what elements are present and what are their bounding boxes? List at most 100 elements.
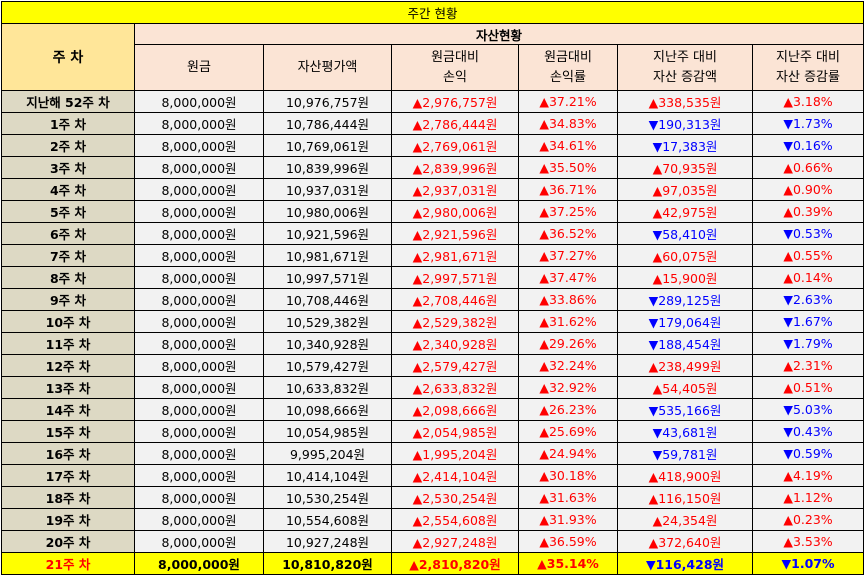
triangle-down-icon: ▼ — [652, 139, 663, 154]
pnl-cell: ▲2,810,820원 — [391, 552, 519, 575]
table-row: 9주 차 8,000,000원 10,708,446원 ▲2,708,446원 ▲33.… — [1, 288, 865, 311]
week-label: 21주 차 — [1, 552, 135, 575]
pnl-cell: ▲2,839,996원 — [391, 156, 519, 179]
pnl-rate-cell-value: 37.21% — [548, 94, 597, 109]
weekly-change-rate-cell-value: 1.07% — [791, 556, 835, 571]
table-row: 8주 차 8,000,000원 10,997,571원 ▲2,997,571원 ▲37.… — [1, 266, 865, 289]
weekly-change-cell-value: 289,125원 — [658, 293, 722, 308]
valuation-cell: 10,769,061원 — [263, 134, 392, 157]
table-row: 1주 차 8,000,000원 10,786,444원 ▲2,786,444원 ▲34.… — [1, 112, 865, 135]
triangle-up-icon: ▲ — [412, 227, 423, 242]
weekly-change-cell-value: 43,681원 — [662, 425, 718, 440]
pnl-rate-cell: ▲36.71% — [518, 178, 618, 201]
weekly-change-cell-value: 238,499원 — [658, 359, 722, 374]
pnl-rate-cell-value: 34.83% — [548, 116, 597, 131]
weekly-change-rate-header-line1: 지난주 대비 — [776, 49, 840, 65]
principal-header: 원금 — [134, 44, 264, 91]
pnl-cell: ▲2,554,608원 — [391, 508, 519, 531]
valuation-cell: 10,981,671원 — [263, 244, 392, 267]
weekly-change-rate-cell-value: 1.73% — [792, 116, 833, 131]
triangle-up-icon: ▲ — [652, 381, 663, 396]
triangle-up-icon: ▲ — [539, 402, 549, 417]
triangle-down-icon: ▼ — [652, 447, 663, 462]
pnl-cell: ▲2,529,382원 — [391, 310, 519, 333]
weekly-change-cell: ▲418,900원 — [617, 464, 753, 487]
weekly-change-cell: ▼179,064원 — [617, 310, 753, 333]
triangle-up-icon: ▲ — [652, 249, 663, 264]
pnl-rate-cell: ▲37.21% — [518, 90, 618, 113]
week-label: 7주 차 — [1, 244, 135, 267]
weekly-change-cell: ▲42,975원 — [617, 200, 753, 223]
week-label: 4주 차 — [1, 178, 135, 201]
weekly-change-rate-cell: ▼1.73% — [751, 112, 865, 135]
pnl-rate-cell: ▲35.14% — [518, 552, 618, 575]
table-row: 12주 차 8,000,000원 10,579,427원 ▲2,579,427원 ▲32… — [1, 354, 865, 377]
triangle-up-icon: ▲ — [783, 248, 793, 263]
weekly-change-cell-value: 60,075원 — [662, 249, 718, 264]
week-label: 6주 차 — [1, 222, 135, 245]
pnl-rate-cell-value: 26.23% — [548, 402, 597, 417]
weekly-change-rate-cell-value: 5.03% — [792, 402, 833, 417]
triangle-up-icon: ▲ — [412, 161, 423, 176]
pnl-cell-value: 2,530,254원 — [422, 491, 498, 506]
triangle-down-icon: ▼ — [783, 336, 793, 351]
pnl-cell-value: 2,633,832원 — [422, 381, 498, 396]
triangle-up-icon: ▲ — [539, 468, 549, 483]
weekly-change-header-line2: 자산 증감액 — [653, 69, 717, 85]
pnl-cell: ▲2,530,254원 — [391, 486, 519, 509]
weekly-change-cell-value: 58,410원 — [662, 227, 718, 242]
triangle-up-icon: ▲ — [412, 359, 423, 374]
pnl-cell-value: 2,786,444원 — [422, 117, 498, 132]
triangle-up-icon: ▲ — [648, 535, 659, 550]
principal-cell: 8,000,000원 — [134, 112, 264, 135]
pnl-cell-value: 2,927,248원 — [422, 535, 498, 550]
pnl-rate-cell: ▲34.61% — [518, 134, 618, 157]
pnl-cell-value: 2,976,757원 — [422, 95, 498, 110]
pnl-rate-cell: ▲29.26% — [518, 332, 618, 355]
principal-cell: 8,000,000원 — [134, 178, 264, 201]
pnl-rate-cell-value: 37.27% — [548, 248, 597, 263]
week-label: 19주 차 — [1, 508, 135, 531]
weekly-change-cell: ▼190,313원 — [617, 112, 753, 135]
pnl-cell: ▲1,995,204원 — [391, 442, 519, 465]
weekly-change-rate-cell: ▲3.53% — [751, 530, 865, 553]
weekly-change-rate-cell-value: 0.66% — [792, 160, 833, 175]
pnl-rate-cell: ▲31.63% — [518, 486, 618, 509]
valuation-cell: 10,921,596원 — [263, 222, 392, 245]
triangle-up-icon: ▲ — [539, 424, 549, 439]
table-row: 10주 차 8,000,000원 10,529,382원 ▲2,529,382원 ▲31… — [1, 310, 865, 333]
weekly-change-rate-cell-value: 1.67% — [792, 314, 833, 329]
triangle-up-icon: ▲ — [539, 226, 549, 241]
triangle-up-icon: ▲ — [539, 446, 549, 461]
table-row: 11주 차 8,000,000원 10,340,928원 ▲2,340,928원 ▲29… — [1, 332, 865, 355]
weekly-change-rate-cell: ▼0.43% — [751, 420, 865, 443]
weekly-change-rate-cell-value: 0.16% — [792, 138, 833, 153]
week-label: 17주 차 — [1, 464, 135, 487]
triangle-down-icon: ▼ — [783, 138, 793, 153]
pnl-cell: ▲2,997,571원 — [391, 266, 519, 289]
triangle-up-icon: ▲ — [412, 139, 423, 154]
weekly-change-rate-cell: ▲0.90% — [751, 178, 865, 201]
weekly-change-cell-value: 190,313원 — [658, 117, 722, 132]
weekly-change-rate-cell: ▼0.53% — [751, 222, 865, 245]
weekly-change-cell: ▲97,035원 — [617, 178, 753, 201]
valuation-cell: 10,937,031원 — [263, 178, 392, 201]
weekly-change-rate-cell: ▼0.59% — [751, 442, 865, 465]
triangle-up-icon: ▲ — [539, 182, 549, 197]
weekly-change-rate-cell: ▲0.14% — [751, 266, 865, 289]
table-row: 19주 차 8,000,000원 10,554,608원 ▲2,554,608원 ▲31… — [1, 508, 865, 531]
table-row: 지난해 52주 차 8,000,000원 10,976,757원 ▲2,976,757… — [1, 90, 865, 113]
weekly-change-rate-cell-value: 0.39% — [792, 204, 833, 219]
weekly-change-cell-value: 97,035원 — [662, 183, 718, 198]
pnl-cell-value: 1,995,204원 — [422, 447, 498, 462]
triangle-up-icon: ▲ — [412, 95, 423, 110]
week-label: 11주 차 — [1, 332, 135, 355]
principal-cell: 8,000,000원 — [134, 530, 264, 553]
weekly-change-header: 지난주 대비 자산 증감액 — [617, 44, 753, 91]
weekly-change-cell-value: 54,405원 — [662, 381, 718, 396]
principal-cell: 8,000,000원 — [134, 376, 264, 399]
weekly-change-header-line1: 지난주 대비 — [653, 49, 717, 65]
weekly-change-cell-value: 70,935원 — [662, 161, 718, 176]
pnl-rate-cell: ▲35.50% — [518, 156, 618, 179]
table-row: 16주 차 8,000,000원 9,995,204원 ▲1,995,204원 ▲24.… — [1, 442, 865, 465]
